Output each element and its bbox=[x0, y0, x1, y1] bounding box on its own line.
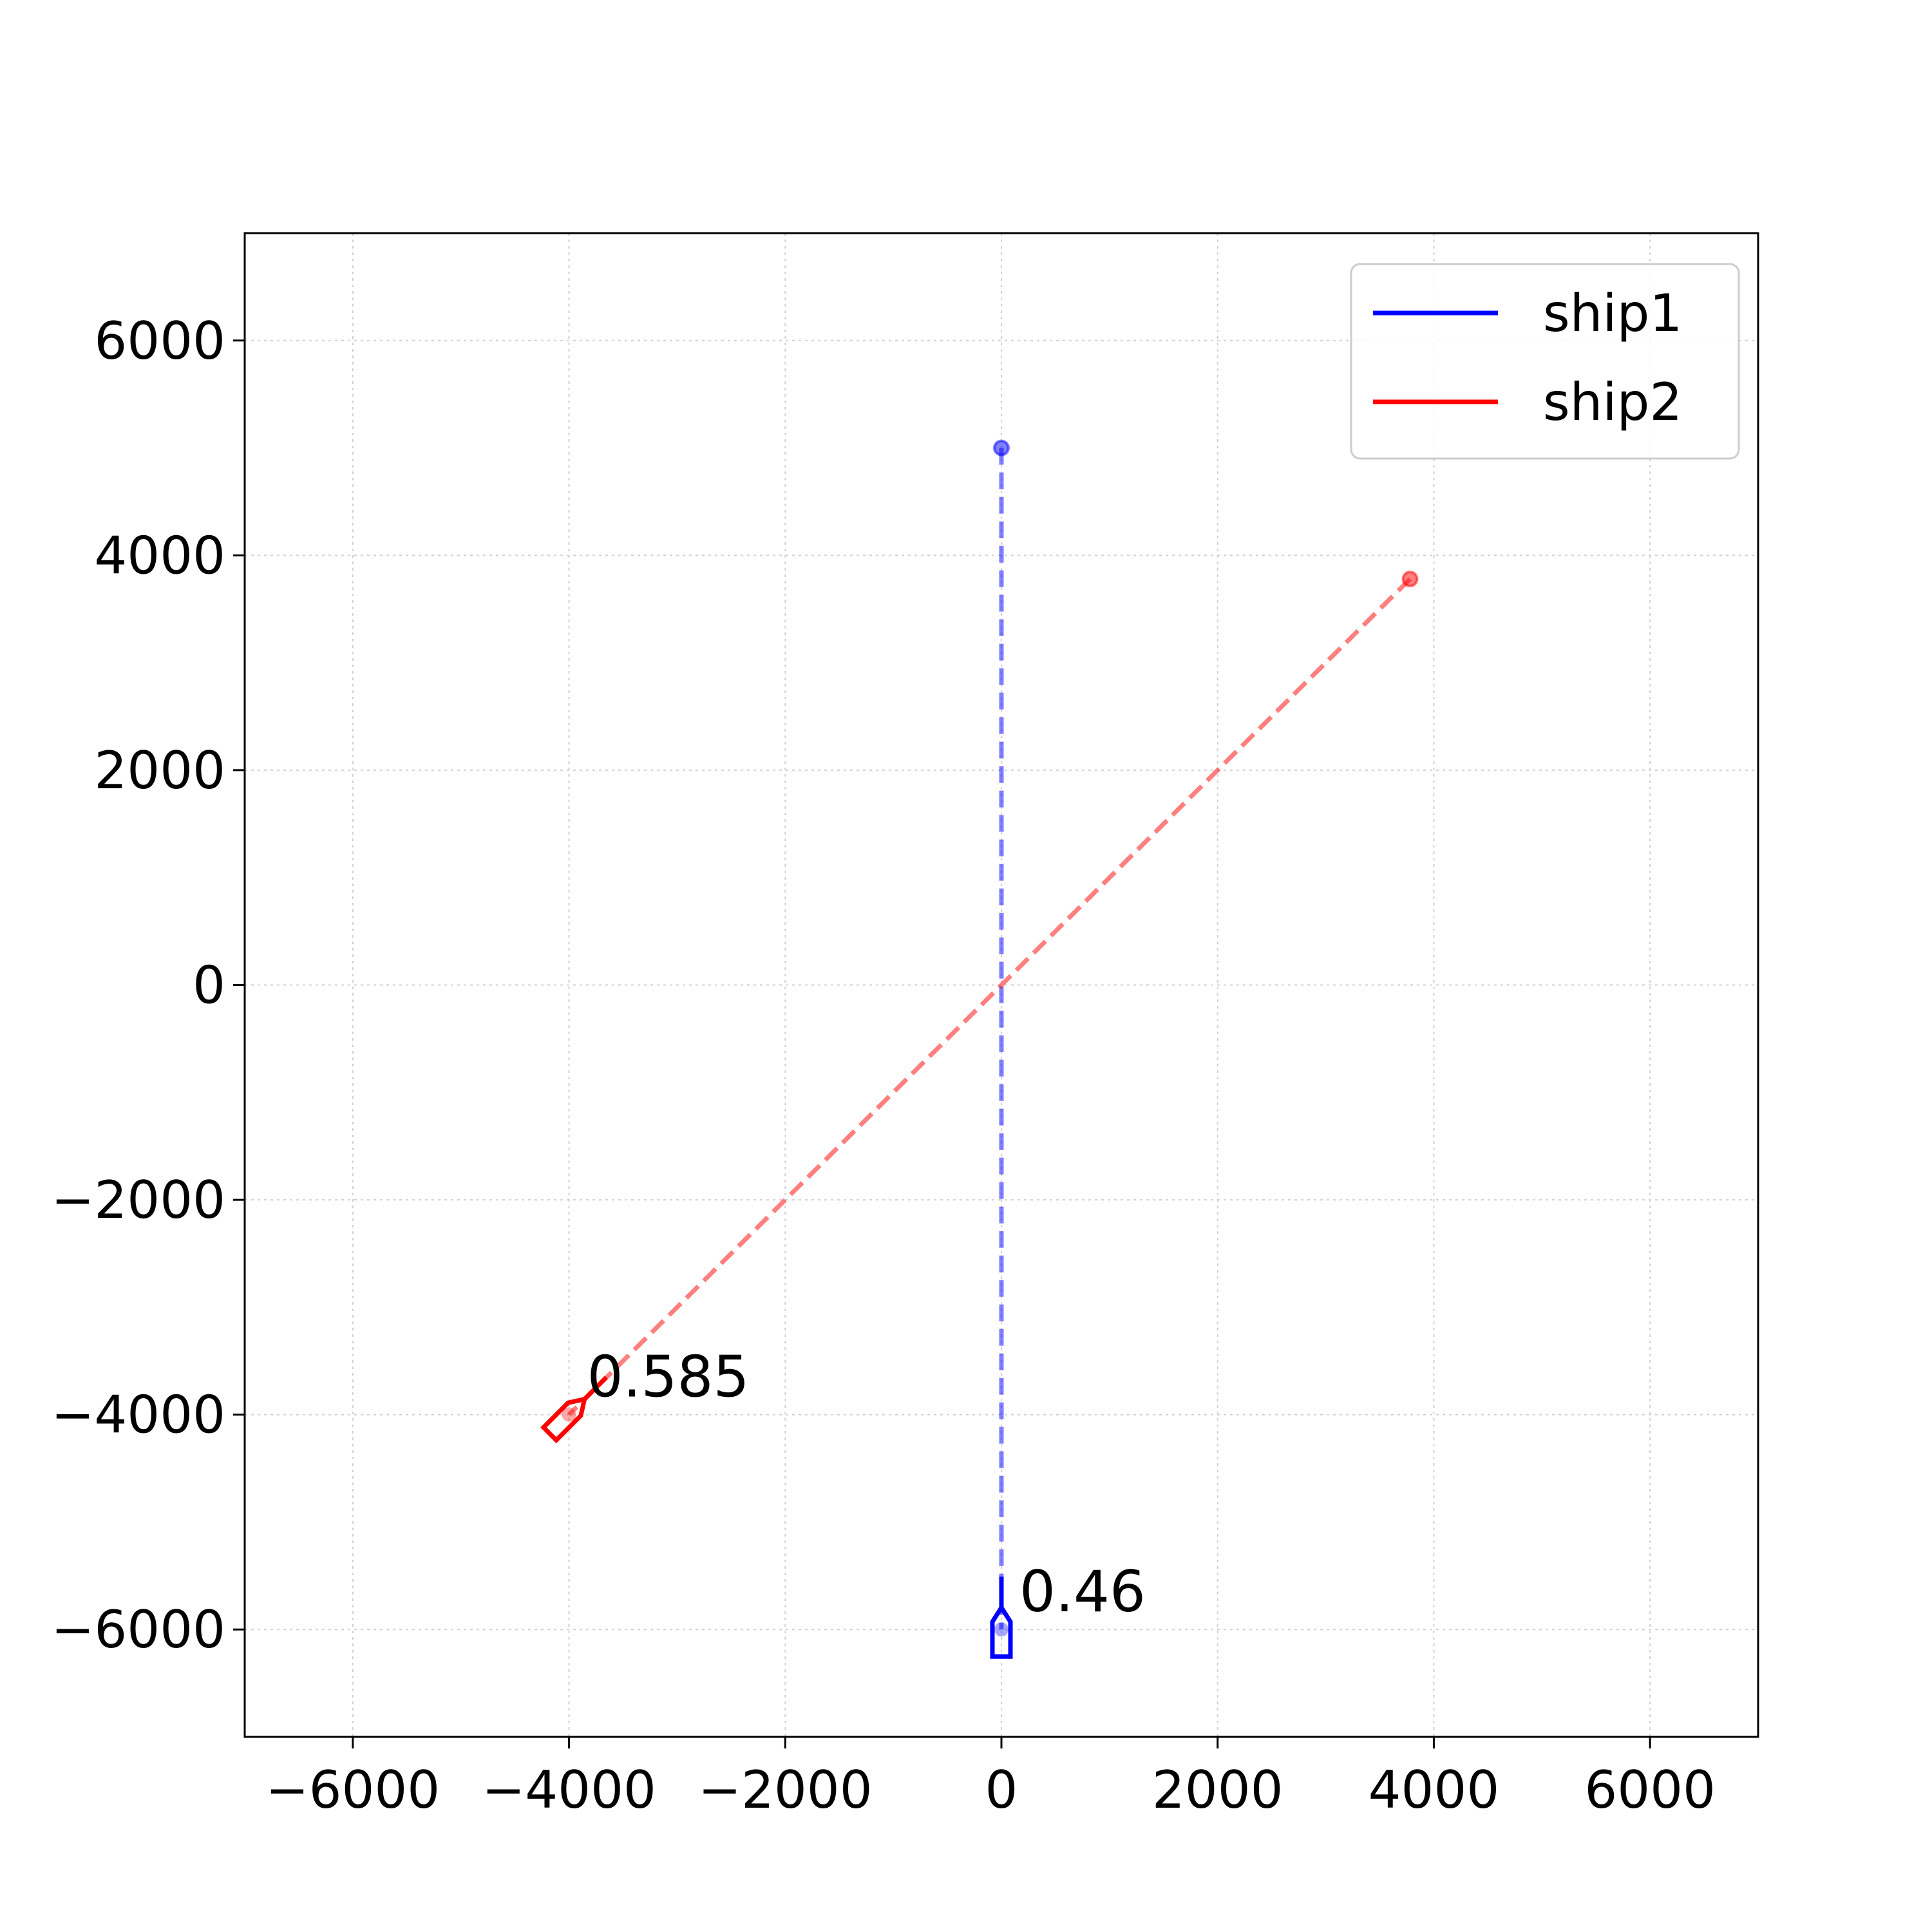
y-tick-label: −2000 bbox=[51, 1170, 225, 1230]
ship2-annotation: 0.585 bbox=[587, 1344, 750, 1410]
ship1-end-marker bbox=[994, 1622, 1009, 1637]
ship2-start-marker bbox=[1401, 571, 1419, 588]
ship2-heading-line bbox=[583, 1376, 609, 1401]
ship1-ship-icon bbox=[990, 1577, 1013, 1659]
ship2-trajectory bbox=[567, 577, 1412, 1417]
x-tick-label: 6000 bbox=[1584, 1760, 1716, 1820]
legend-label-ship2: ship2 bbox=[1543, 372, 1682, 432]
y-axis: −6000 −4000 −2000 0 2000 4000 6000 bbox=[51, 311, 245, 1660]
grid bbox=[245, 233, 1758, 1737]
y-tick-label: −6000 bbox=[51, 1600, 225, 1660]
y-tick-label: −4000 bbox=[51, 1385, 225, 1445]
trajectories bbox=[562, 439, 1419, 1637]
annotations: 0.46 0.585 bbox=[587, 1344, 1146, 1625]
x-tick-label: 2000 bbox=[1152, 1760, 1283, 1820]
ship1-start-marker bbox=[993, 439, 1010, 457]
x-axis: −6000 −4000 −2000 0 2000 4000 6000 bbox=[266, 1737, 1716, 1820]
legend-label-ship1: ship1 bbox=[1543, 283, 1682, 343]
y-tick-label: 4000 bbox=[94, 526, 225, 585]
x-tick-label: 0 bbox=[985, 1760, 1018, 1820]
ship1-annotation: 0.46 bbox=[1019, 1558, 1146, 1625]
y-tick-label: 0 bbox=[193, 956, 225, 1016]
x-tick-label: −4000 bbox=[482, 1760, 656, 1820]
ships bbox=[540, 1376, 1013, 1659]
ship2-end-marker bbox=[562, 1407, 576, 1422]
x-tick-label: −2000 bbox=[698, 1760, 873, 1820]
x-tick-label: −6000 bbox=[266, 1760, 440, 1820]
legend: ship1 ship2 bbox=[1350, 263, 1740, 460]
ship2-ship-icon bbox=[540, 1376, 609, 1444]
ship1-hull bbox=[990, 1603, 1013, 1659]
ship2-hull bbox=[540, 1396, 588, 1444]
x-tick-label: 4000 bbox=[1368, 1760, 1500, 1820]
y-tick-label: 6000 bbox=[94, 311, 225, 371]
y-tick-label: 2000 bbox=[94, 741, 225, 800]
